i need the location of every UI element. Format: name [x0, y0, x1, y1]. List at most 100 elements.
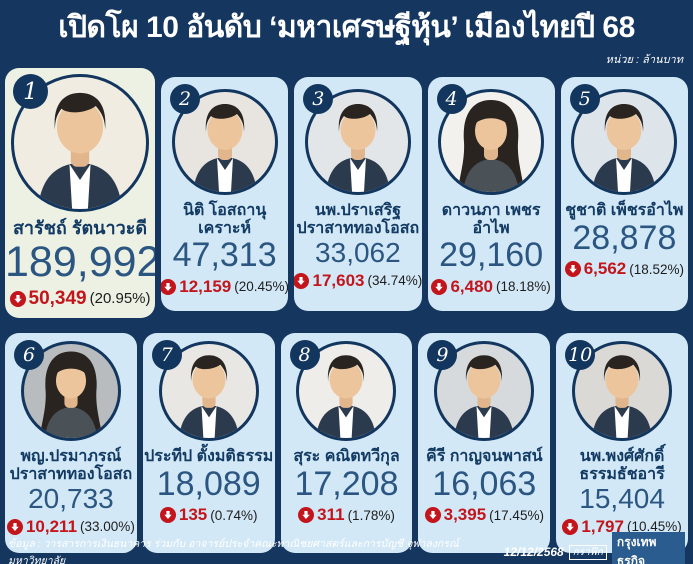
person-name: ประทีป ตั้งมติธรรม [143, 448, 275, 466]
rank-badge: 8 [289, 340, 320, 370]
change-amount: 50,349 [28, 287, 87, 309]
person-name: คีรี กาญจนพาสน์ [418, 448, 550, 466]
person-name-line1: นพ.พงศ์ศักดิ์ [579, 448, 665, 465]
rank-badge: 7 [151, 340, 182, 370]
change-amount: 135 [178, 505, 208, 525]
wealth-value: 18,089 [156, 464, 261, 503]
person-name: ชูชาติ เพ็ชรอำไพ [561, 202, 688, 220]
rank-row-2: 6 พญ.ปรมาภรณ์ ปราสาททองโอสถ 20,733 10,21 [5, 333, 688, 553]
person-name-line1: ชูชาติ เพ็ชรอำไพ [565, 202, 684, 219]
man-portrait-icon [592, 104, 657, 192]
publish-date: 12/12/2568 [503, 545, 564, 559]
down-arrow-icon [6, 518, 23, 535]
man-portrait-icon [192, 104, 257, 192]
rank-card: 5 ชูชาติ เพ็ชรอำไพ 28,878 6,562 ( [560, 77, 688, 311]
wealth-value: 28,878 [572, 218, 677, 257]
wealth-value: 20,733 [28, 483, 114, 515]
person-name: นพ.ปราเสริฐ ปราสาททองโอสถ [294, 202, 421, 237]
person-name-line1: นพ.ปราเสริฐ [314, 202, 402, 219]
rank-number: 9 [436, 344, 449, 366]
portrait-photo [11, 74, 149, 212]
rank-number: 4 [445, 88, 458, 110]
person-name-line1: คีรี กาญจนพาสน์ [425, 448, 543, 465]
man-portrait-icon [178, 355, 239, 438]
wealth-change: 6,562 (18.52%) [561, 259, 688, 279]
portrait-photo [434, 341, 535, 441]
rank-card: 1 สารัชถ์ รัตนาวะดี 189,992 50,349 [5, 68, 155, 318]
change-percent: (1.78%) [347, 507, 395, 523]
change-amount: 3,395 [443, 505, 487, 525]
wealth-value: 17,208 [294, 464, 399, 503]
change-percent: (17.45%) [489, 507, 544, 523]
footer-right: 12/12/2568 กราฟิก กรุงเทพธุรกิจ [504, 532, 685, 564]
man-portrait-icon [316, 355, 377, 438]
person-name: สุระ คณิตทวีกุล [281, 448, 413, 466]
down-arrow-icon [424, 507, 441, 524]
down-arrow-icon [294, 272, 310, 289]
change-percent: (10.45%) [626, 519, 682, 535]
change-amount: 6,480 [450, 276, 493, 296]
person-name-line1: ดาวนภา เพชรอำไพ [441, 202, 541, 237]
wealth-change: 12,159 (20.45%) [161, 277, 288, 297]
person-name: สารัชถ์ รัตนาวะดี [5, 218, 155, 239]
change-amount: 10,211 [25, 516, 78, 536]
man-portrait-icon [592, 355, 652, 438]
wealth-value: 33,062 [315, 237, 401, 269]
person-name-line1: พญ.ปรมาภรณ์ [20, 448, 122, 465]
rank-row-1: 1 สารัชถ์ รัตนาวะดี 189,992 50,349 [5, 68, 688, 318]
rank-badge: 9 [427, 340, 458, 370]
change-percent: (33.00%) [80, 519, 135, 535]
portrait-photo [572, 341, 673, 441]
rank-number: 7 [160, 344, 173, 366]
portrait-photo [171, 89, 278, 195]
change-percent: (18.18%) [496, 279, 551, 295]
change-percent: (20.95%) [89, 290, 151, 308]
person-name-line1: นิติ โอสถานุเคราะห์ [182, 202, 267, 237]
person-name-line1: ประทีป ตั้งมติธรรม [144, 448, 274, 465]
person-name-line2: ปราสาททองโอสถ [296, 219, 420, 237]
man-portrait-icon [326, 104, 390, 192]
rank-badge: 3 [303, 84, 334, 114]
rank-number: 8 [298, 344, 311, 366]
woman-portrait-icon [458, 100, 525, 192]
change-percent: (18.52%) [629, 261, 685, 277]
source-note: ข้อมูล : วารสารการเงินธนาคาร ร่วมกับ อาจ… [8, 538, 459, 564]
person-name-line2: ธรรมธัชอารี [579, 465, 665, 483]
down-arrow-icon [298, 507, 315, 524]
rank-card: 9 คีรี กาญจนพาสน์ 16,063 3,395 (1 [418, 333, 551, 553]
rank-number: 10 [568, 344, 593, 366]
wealth-change: 3,395 (17.45%) [418, 505, 550, 525]
rank-badge: 2 [170, 84, 200, 114]
rank-card: 8 สุระ คณิตทวีกุล 17,208 311 (1.7 [280, 333, 413, 553]
person-name-line1: สุระ คณิตทวีกุล [293, 448, 400, 465]
unit-note: หน่วย : ล้านบาท [605, 54, 683, 66]
rank-number: 6 [22, 344, 36, 366]
change-percent: (20.45%) [234, 279, 289, 295]
rank-badge: 6 [14, 340, 44, 370]
rank-card: 2 นิติ โอสถานุเคราะห์ 47,313 12,159 [161, 77, 289, 311]
down-arrow-icon [562, 518, 579, 535]
wealth-value: 189,992 [5, 237, 155, 286]
person-name-line1: สารัชถ์ รัตนาวะดี [12, 218, 148, 238]
change-amount: 17,603 [312, 270, 365, 290]
wealth-change: 50,349 (20.95%) [5, 288, 155, 310]
wealth-value: 15,404 [579, 483, 665, 515]
wealth-change: 17,603 (34.74%) [294, 270, 422, 291]
change-amount: 311 [317, 505, 345, 525]
change-amount: 1,797 [581, 516, 624, 536]
rank-number: 1 [23, 78, 38, 105]
change-percent: (34.74%) [367, 273, 422, 289]
rank-number: 5 [578, 88, 591, 110]
page-title: เปิดโผ 10 อันดับ ‘มหาเศรษฐีหุ้น’ เมืองไท… [58, 11, 635, 44]
wealth-change: 311 (1.78%) [281, 505, 413, 525]
rank-card: 10 นพ.พงศ์ศักดิ์ ธรรมธัชอารี 15,404 1,79 [556, 333, 688, 553]
footer: ข้อมูล : วารสารการเงินธนาคาร ร่วมกับ อาจ… [0, 532, 693, 564]
wealth-change: 6,480 (18.18%) [428, 277, 555, 297]
wealth-change: 10,211 (33.00%) [5, 517, 137, 537]
portrait-photo [571, 89, 678, 195]
header: เปิดโผ 10 อันดับ ‘มหาเศรษฐีหุ้น’ เมืองไท… [0, 0, 693, 68]
man-portrait-icon [454, 355, 515, 438]
ranking-grid: 1 สารัชถ์ รัตนาวะดี 189,992 50,349 [0, 68, 693, 553]
rank-card: 3 นพ.ปราเสริฐ ปราสาททองโอสถ 33,062 17,60 [294, 77, 422, 311]
down-arrow-icon [431, 278, 448, 295]
